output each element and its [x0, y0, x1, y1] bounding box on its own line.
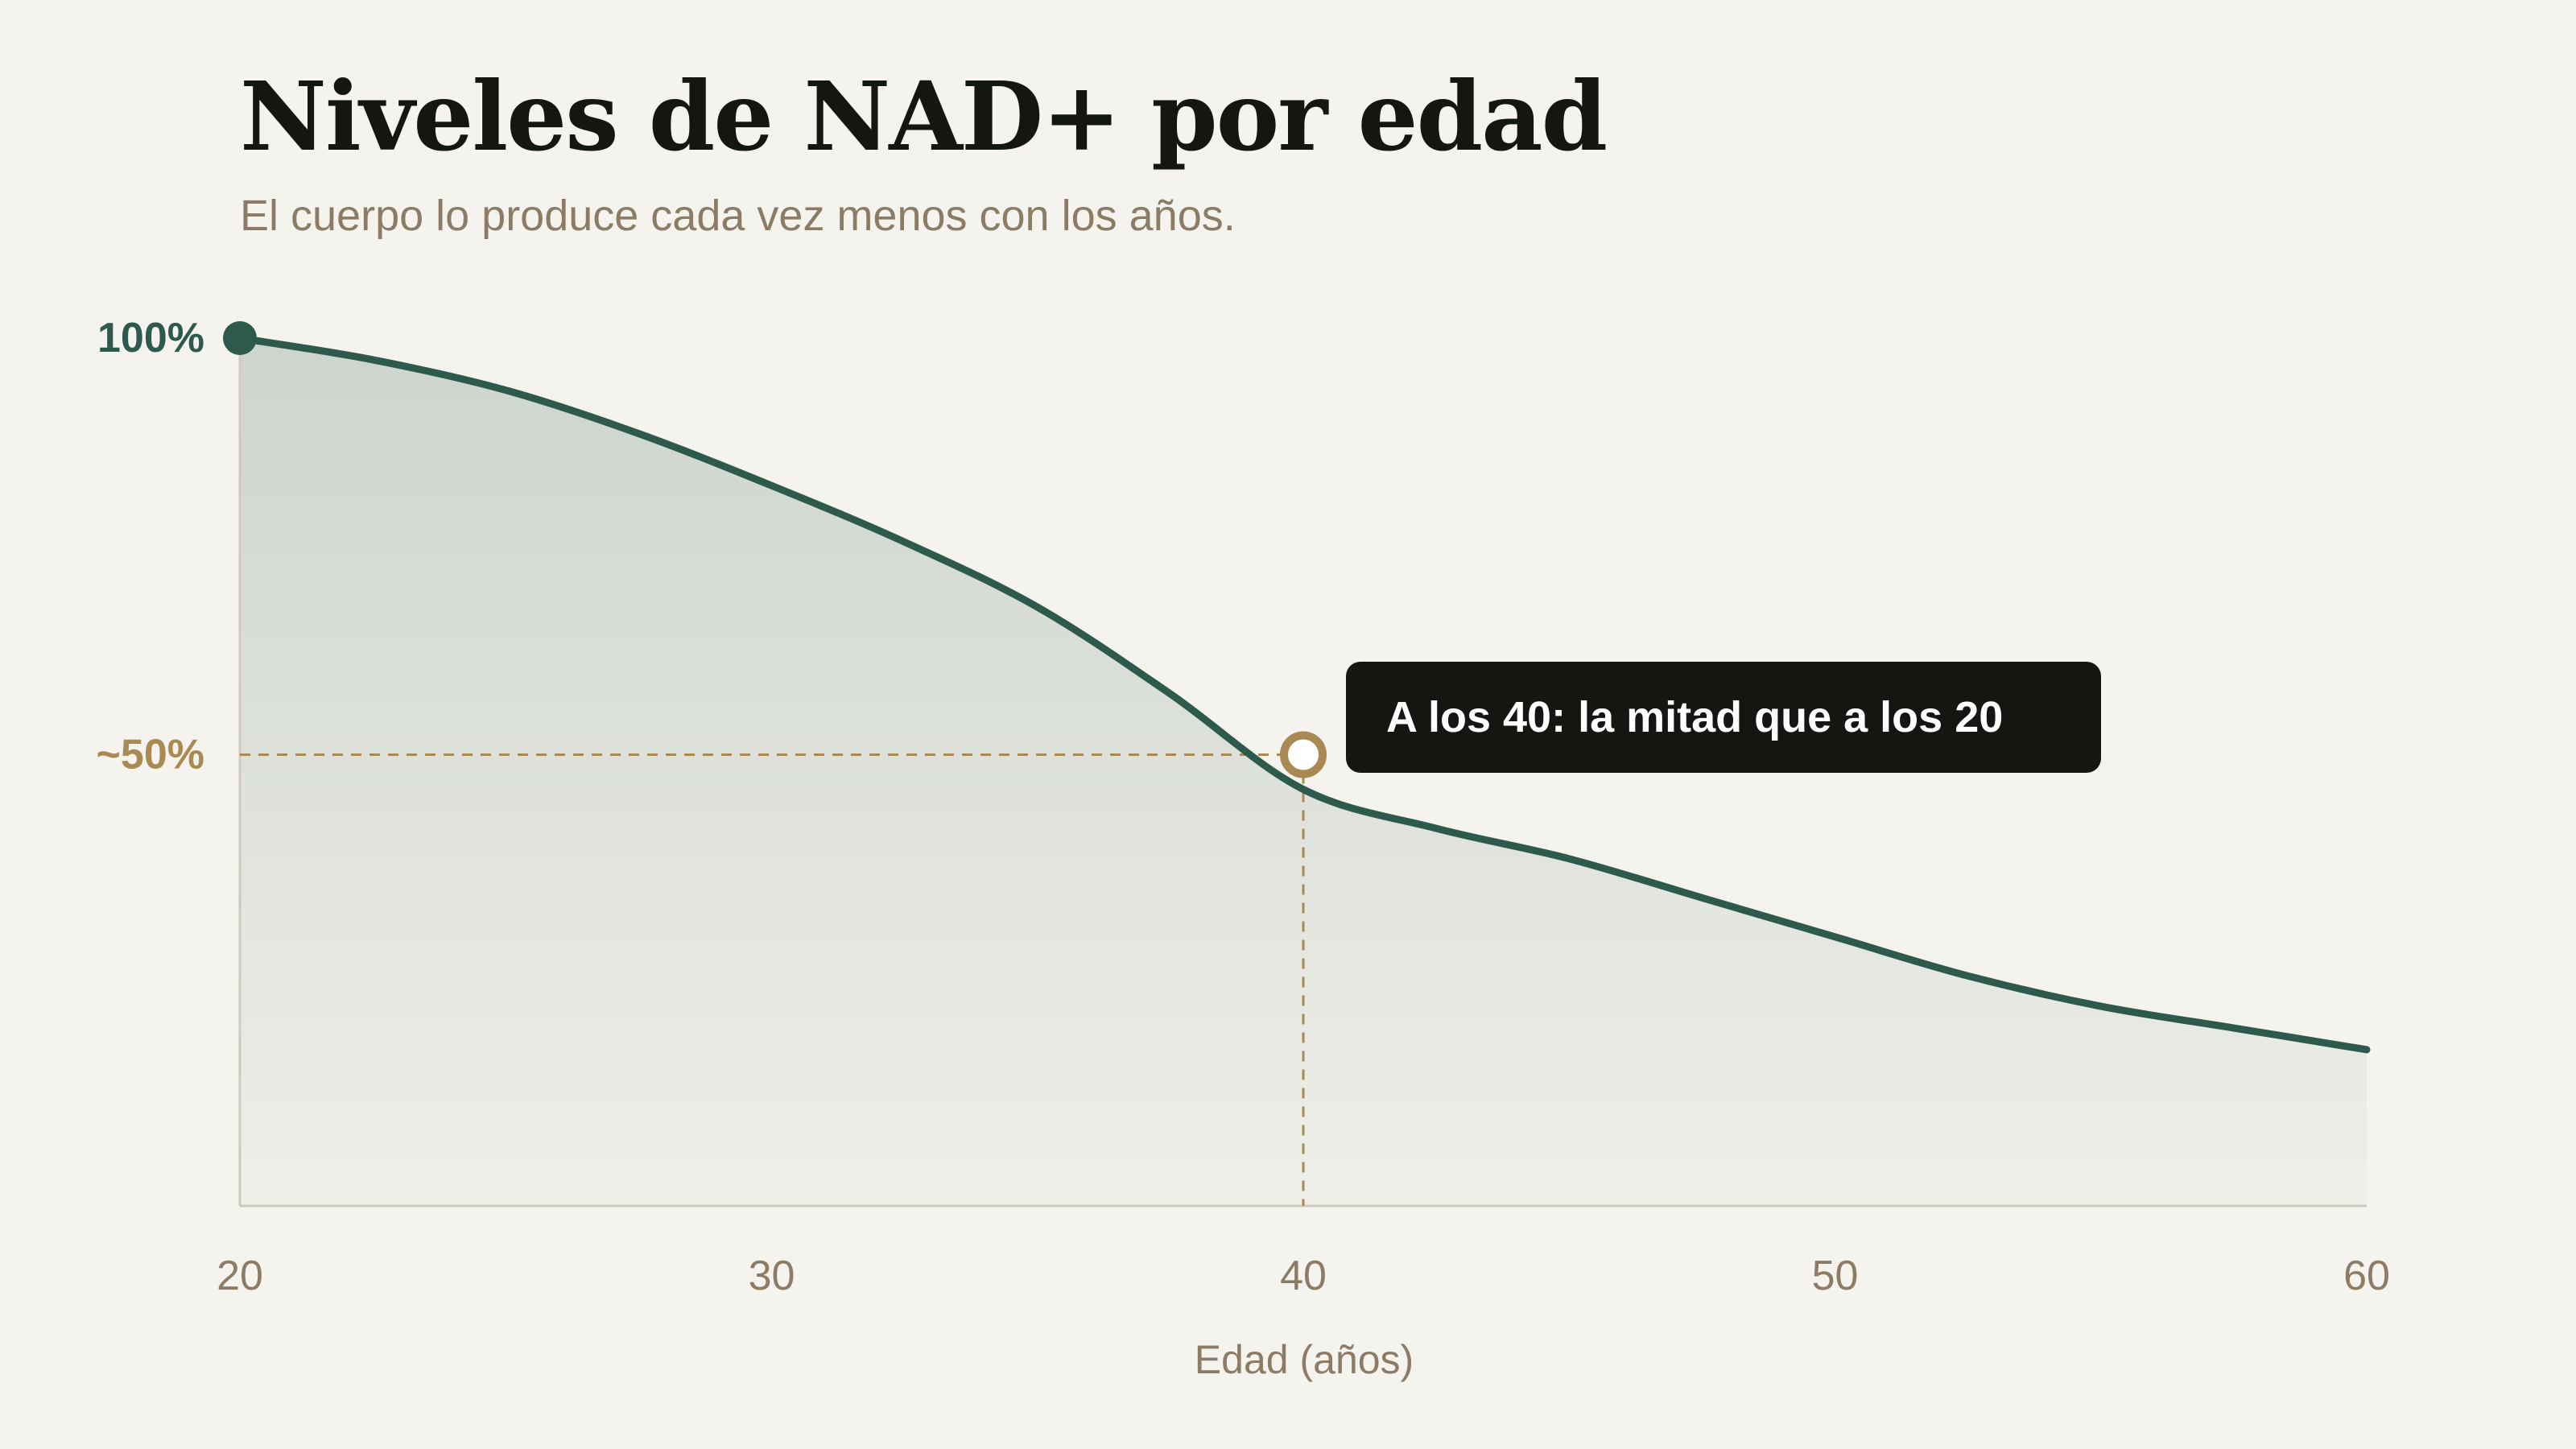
- y-label: ~50%: [97, 731, 204, 778]
- highlight-callout: A los 40: la mitad que a los 20: [1346, 662, 2101, 773]
- x-tick-label: 40: [1280, 1253, 1327, 1299]
- x-tick-label: 20: [217, 1253, 263, 1299]
- y-label: 100%: [97, 315, 204, 361]
- x-tick-label: 50: [1812, 1253, 1859, 1299]
- highlight-point: [1280, 731, 1327, 778]
- callout-label: A los 40: la mitad que a los 20: [1386, 693, 2003, 741]
- chart-title: Niveles de NAD+ por edad: [240, 60, 1608, 172]
- start-point: [223, 321, 257, 355]
- series-line: [236, 334, 2371, 1054]
- x-tick-label: 30: [749, 1253, 795, 1299]
- callout-box: [1346, 662, 2101, 773]
- area-fill: [240, 338, 2367, 1206]
- chart-subtitle: El cuerpo lo produce cada vez menos con …: [240, 192, 1236, 240]
- x-axis-title: Edad (años): [1195, 1337, 1414, 1382]
- x-tick-label: 60: [2343, 1253, 2390, 1299]
